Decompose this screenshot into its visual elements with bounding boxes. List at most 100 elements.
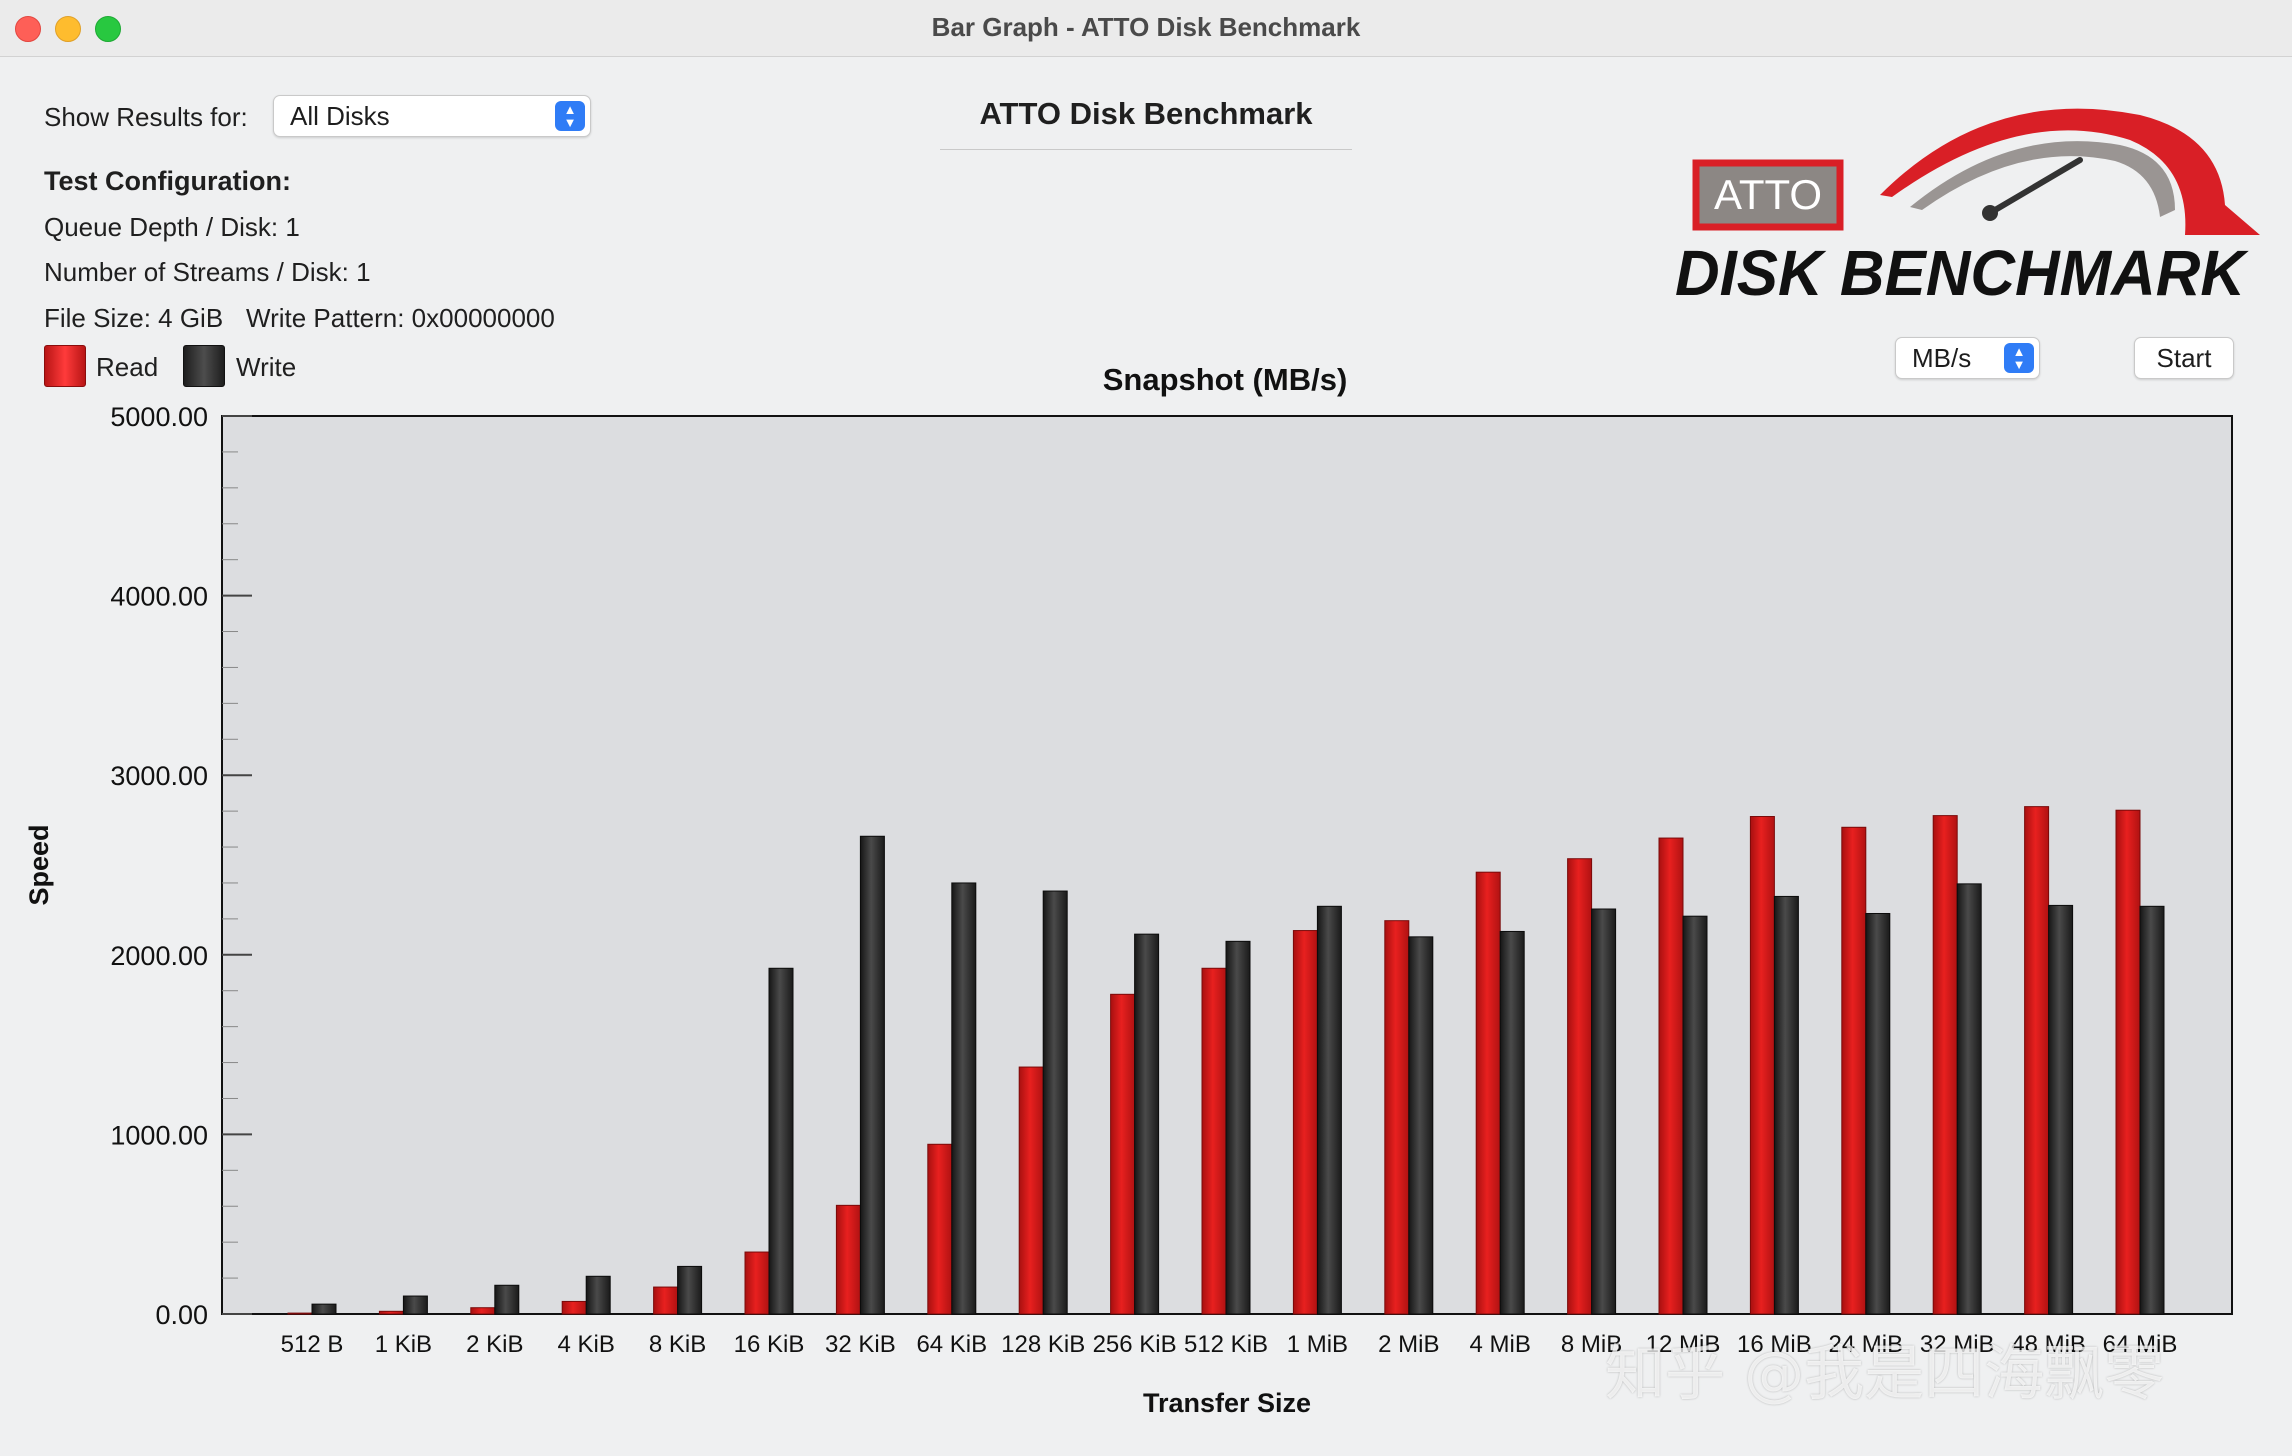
x-tick-label: 12 MiB [1646, 1331, 1721, 1358]
bar-read [1475, 871, 1501, 1315]
bar-write [1134, 933, 1160, 1315]
x-tick-label: 48 MiB [2011, 1331, 2086, 1358]
select-arrows-icon: ▲ ▼ [2004, 343, 2034, 373]
config-title: Test Configuration: [44, 166, 291, 196]
show-results-value: All Disks [290, 101, 390, 131]
bar-read [1658, 837, 1684, 1315]
config-file-size: File Size: 4 GiB [44, 303, 224, 333]
bar-read [1201, 967, 1227, 1315]
bar-write [677, 1265, 703, 1315]
bar-read [378, 1310, 404, 1315]
page-heading: ATTO Disk Benchmark [979, 96, 1313, 131]
bar-write [311, 1303, 337, 1315]
x-axis-label: Transfer Size [1143, 1388, 1311, 1418]
units-value: MB/s [1912, 343, 1972, 373]
bar-write [494, 1284, 520, 1315]
bar-write [1682, 915, 1708, 1315]
chart-title: Snapshot (MB/s) [1103, 362, 1348, 397]
watermark: 知乎 @我是四海飘零 [1605, 1339, 2165, 1409]
x-tick-label: 128 KiB [1001, 1331, 1085, 1358]
x-tick-label: 4 KiB [558, 1331, 615, 1358]
bar-read [287, 1312, 313, 1315]
config-write-pattern: Write Pattern: 0x00000000 [246, 303, 555, 333]
config-queue-depth: Queue Depth / Disk: 1 [44, 212, 300, 242]
y-tick-label: 4000.00 [110, 582, 208, 612]
window-title: Bar Graph - ATTO Disk Benchmark [931, 12, 1361, 42]
units-select[interactable]: MB/s ▲ ▼ [1895, 337, 2040, 379]
bar-read [2024, 806, 2050, 1315]
y-tick-label: 5000.00 [110, 402, 208, 432]
bar-read [744, 1251, 770, 1315]
bar-write [951, 882, 977, 1315]
bar-write [1591, 908, 1617, 1315]
x-tick-label: 512 KiB [1184, 1331, 1268, 1358]
x-tick-label: 512 B [281, 1331, 344, 1358]
x-tick-label: 1 MiB [1287, 1331, 1348, 1358]
bar-write [1499, 930, 1525, 1315]
y-tick-label: 2000.00 [110, 941, 208, 971]
bar-write [402, 1295, 428, 1315]
start-button[interactable]: Start [2134, 337, 2234, 379]
bar-write [1956, 883, 1982, 1315]
show-results-label: Show Results for: [44, 102, 248, 132]
bar-write [1865, 912, 1891, 1315]
bar-read [927, 1143, 953, 1315]
bar-write [1773, 895, 1799, 1315]
close-button[interactable] [15, 16, 41, 42]
legend-write-swatch [183, 345, 225, 387]
y-tick-label: 0.00 [155, 1300, 208, 1330]
bar-read [561, 1300, 587, 1315]
legend-write-label: Write [236, 352, 297, 382]
title-bar: Bar Graph - ATTO Disk Benchmark [0, 0, 2292, 57]
x-tick-label: 2 MiB [1378, 1331, 1439, 1358]
show-results-select[interactable]: All Disks ▲ ▼ [273, 95, 591, 137]
bar-read [1841, 826, 1867, 1315]
legend-read-label: Read [96, 352, 159, 382]
bar-read [2115, 809, 2141, 1315]
bar-write [1316, 905, 1342, 1315]
x-tick-label: 1 KiB [375, 1331, 432, 1358]
bar-read [1292, 930, 1318, 1315]
x-tick-label: 16 KiB [734, 1331, 805, 1358]
x-tick-label: 2 KiB [466, 1331, 523, 1358]
bar-read [1110, 993, 1136, 1315]
atto-logo: ATTO DISK BENCHMARK [1675, 108, 2260, 309]
y-axis-label: Speed [24, 824, 54, 905]
bar-write [859, 835, 885, 1315]
x-tick-label: 24 MiB [1828, 1331, 1903, 1358]
bar-write [2048, 904, 2074, 1315]
x-tick-label: 8 KiB [649, 1331, 706, 1358]
x-tick-label: 16 MiB [1737, 1331, 1812, 1358]
logo-badge-text: ATTO [1714, 171, 1822, 218]
x-tick-label: 256 KiB [1093, 1331, 1177, 1358]
x-tick-label: 4 MiB [1470, 1331, 1531, 1358]
y-tick-label: 1000.00 [110, 1120, 208, 1150]
config-streams: Number of Streams / Disk: 1 [44, 257, 371, 287]
bar-read [1018, 1066, 1044, 1315]
bar-write [1042, 890, 1068, 1315]
bar-write [768, 967, 794, 1315]
bar-write [1225, 940, 1251, 1315]
x-tick-label: 8 MiB [1561, 1331, 1622, 1358]
select-arrows-icon: ▲ ▼ [555, 101, 585, 131]
bar-read [1384, 920, 1410, 1315]
maximize-button[interactable] [95, 16, 121, 42]
x-tick-label: 64 KiB [916, 1331, 987, 1358]
x-tick-label: 64 MiB [2103, 1331, 2178, 1358]
logo-wordmark: DISK BENCHMARK [1675, 237, 2250, 309]
bar-write [2139, 905, 2165, 1315]
legend-read-swatch [44, 345, 86, 387]
heading-divider [940, 149, 1352, 150]
bar-read [835, 1204, 861, 1315]
bar-write [1408, 936, 1434, 1315]
y-tick-label: 3000.00 [110, 761, 208, 791]
minimize-button[interactable] [55, 16, 81, 42]
bar-read [1932, 815, 1958, 1315]
x-tick-label: 32 MiB [1920, 1331, 1995, 1358]
bar-read [653, 1286, 679, 1315]
bar-read [470, 1307, 496, 1315]
bar-write [585, 1275, 611, 1315]
x-tick-label: 32 KiB [825, 1331, 896, 1358]
